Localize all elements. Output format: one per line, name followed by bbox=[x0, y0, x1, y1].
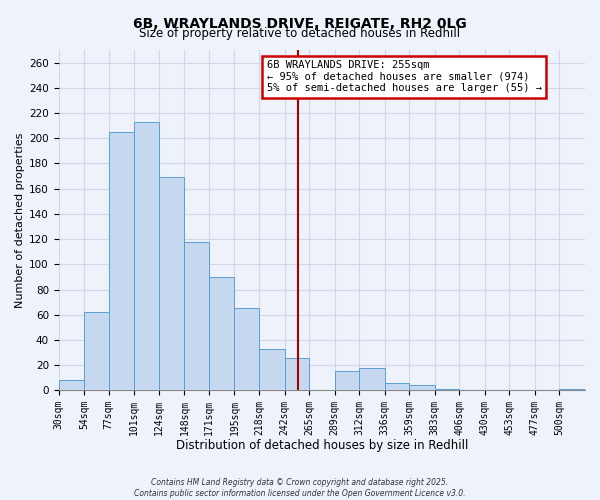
Bar bbox=[184, 242, 209, 390]
Bar bbox=[359, 368, 385, 390]
Bar bbox=[385, 383, 409, 390]
Bar bbox=[409, 386, 435, 390]
Bar bbox=[435, 389, 459, 390]
Text: 6B, WRAYLANDS DRIVE, REIGATE, RH2 0LG: 6B, WRAYLANDS DRIVE, REIGATE, RH2 0LG bbox=[133, 18, 467, 32]
Y-axis label: Number of detached properties: Number of detached properties bbox=[15, 132, 25, 308]
Bar bbox=[109, 132, 134, 390]
Bar bbox=[235, 308, 259, 390]
Bar bbox=[84, 312, 109, 390]
Bar bbox=[134, 122, 159, 390]
Text: Contains HM Land Registry data © Crown copyright and database right 2025.
Contai: Contains HM Land Registry data © Crown c… bbox=[134, 478, 466, 498]
Bar bbox=[335, 372, 359, 390]
Bar bbox=[559, 389, 585, 390]
Bar bbox=[59, 380, 84, 390]
Bar bbox=[209, 277, 235, 390]
Bar bbox=[284, 358, 309, 390]
X-axis label: Distribution of detached houses by size in Redhill: Distribution of detached houses by size … bbox=[176, 440, 468, 452]
Bar bbox=[159, 178, 184, 390]
Text: 6B WRAYLANDS DRIVE: 255sqm
← 95% of detached houses are smaller (974)
5% of semi: 6B WRAYLANDS DRIVE: 255sqm ← 95% of deta… bbox=[266, 60, 542, 94]
Text: Size of property relative to detached houses in Redhill: Size of property relative to detached ho… bbox=[139, 28, 461, 40]
Bar bbox=[259, 349, 284, 391]
